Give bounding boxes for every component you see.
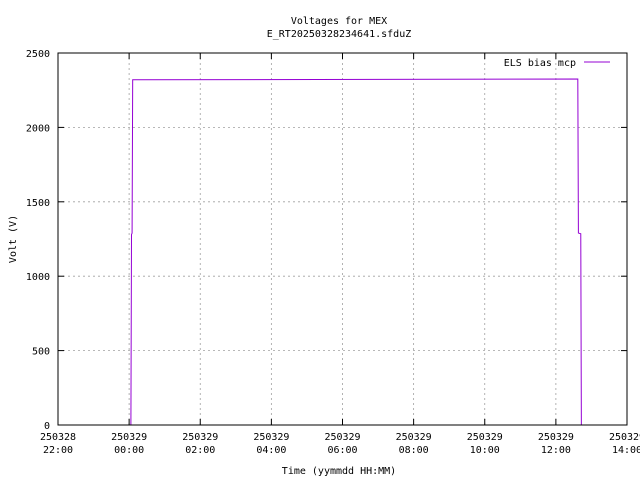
x-tick-label-date: 250329 [111,432,147,443]
x-tick-label-date: 250329 [253,432,289,443]
x-tick-label-date: 250329 [182,432,218,443]
y-tick-label: 1000 [26,272,50,283]
x-axis-label: Time (yymmdd HH:MM) [282,466,396,477]
x-tick-label-date: 250329 [538,432,574,443]
x-tick-label-time: 10:00 [470,445,500,456]
legend: ELS bias mcp [504,58,610,69]
y-axis-label: Volt (V) [8,215,19,263]
grid [58,53,627,425]
chart-title: Voltages for MEX [291,16,387,27]
x-tick-label-time: 02:00 [185,445,215,456]
series-line [130,78,582,426]
x-tick-label-time: 22:00 [43,445,73,456]
x-tick-label-time: 06:00 [327,445,357,456]
ticks [57,52,628,426]
y-tick-label: 1500 [26,198,50,209]
x-tick-label-time: 14:00 [612,445,640,456]
x-tick-label-date: 250329 [609,432,640,443]
x-tick-label-date: 250329 [396,432,432,443]
plot-lines [130,78,582,426]
x-tick-label-date: 250329 [324,432,360,443]
y-tick-label: 2000 [26,123,50,134]
y-tick-label: 2500 [26,49,50,60]
legend-label: ELS bias mcp [504,58,576,69]
x-tick-label-date: 250328 [40,432,76,443]
x-tick-label-date: 250329 [467,432,503,443]
chart-subtitle: E_RT20250328234641.sfduZ [267,29,412,40]
x-tick-label-time: 00:00 [114,445,144,456]
y-tick-label: 500 [32,347,50,358]
x-tick-label-time: 12:00 [541,445,571,456]
tick-labels: 0 500 1000 1500 2000 2500 250328 22:00 250329 00:… [26,49,640,456]
y-tick-label: 0 [44,421,50,432]
x-tick-label-time: 04:00 [256,445,286,456]
x-tick-label-time: 08:00 [399,445,429,456]
